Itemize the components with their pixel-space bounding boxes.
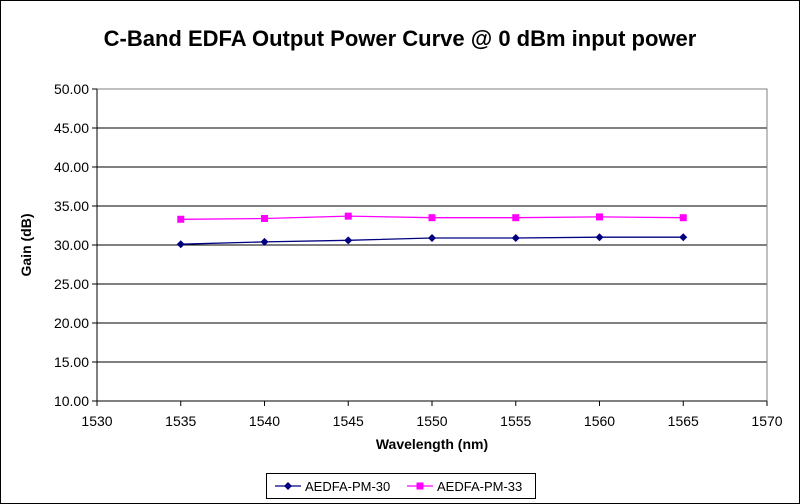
legend-marker-square-icon <box>407 482 433 490</box>
legend-marker-diamond-icon <box>275 482 301 490</box>
y-axis-label: Gain (dB) <box>18 214 34 277</box>
data-point-aedfa-pm-30-1565 <box>679 233 688 242</box>
data-point-aedfa-pm-33-1565 <box>679 214 687 222</box>
y-tick-label-6: 40.00 <box>54 159 89 175</box>
x-axis-label: Wavelength (nm) <box>376 436 488 452</box>
y-tick-label-1: 15.00 <box>54 354 89 370</box>
y-tick-label-2: 20.00 <box>54 315 89 331</box>
y-tick-label-4: 30.00 <box>54 237 89 253</box>
data-point-aedfa-pm-30-1555 <box>511 233 520 242</box>
data-point-aedfa-pm-30-1545 <box>344 236 353 245</box>
x-tick-label-6: 1560 <box>584 413 615 429</box>
legend-label-aedfa-pm-33: AEDFA-PM-33 <box>437 478 523 494</box>
x-tick-label-0: 1530 <box>81 413 112 429</box>
data-point-aedfa-pm-30-1535 <box>176 240 185 249</box>
data-point-aedfa-pm-33-1550 <box>428 214 436 222</box>
y-tick-label-8: 50.00 <box>54 81 89 97</box>
x-tick-label-5: 1555 <box>500 413 531 429</box>
x-tick-label-2: 1540 <box>249 413 280 429</box>
y-tick-label-0: 10.00 <box>54 393 89 409</box>
x-tick-label-8: 1570 <box>751 413 782 429</box>
data-point-aedfa-pm-30-1550 <box>428 233 436 242</box>
x-tick-label-7: 1565 <box>668 413 699 429</box>
chart-legend: AEDFA-PM-30 AEDFA-PM-33 <box>266 473 536 499</box>
y-tick-label-7: 45.00 <box>54 120 89 136</box>
y-tick-label-5: 35.00 <box>54 198 89 214</box>
x-tick-label-3: 1545 <box>333 413 364 429</box>
legend-item-aedfa-pm-30: AEDFA-PM-30 <box>275 478 390 494</box>
data-point-aedfa-pm-30-1560 <box>595 233 604 242</box>
legend-label-aedfa-pm-30: AEDFA-PM-30 <box>305 478 391 494</box>
data-point-aedfa-pm-33-1535 <box>177 215 185 223</box>
data-point-aedfa-pm-33-1540 <box>261 214 268 222</box>
x-tick-label-1: 1535 <box>165 413 196 429</box>
data-point-aedfa-pm-30-1540 <box>260 237 269 246</box>
x-tick-label-4: 1550 <box>416 413 447 429</box>
data-point-aedfa-pm-33-1555 <box>512 214 520 222</box>
data-point-aedfa-pm-33-1560 <box>596 213 603 221</box>
legend-item-aedfa-pm-33: AEDFA-PM-33 <box>407 478 522 494</box>
data-point-aedfa-pm-33-1545 <box>344 212 352 220</box>
chart-title: C-Band EDFA Output Power Curve @ 0 dBm i… <box>103 26 697 51</box>
y-tick-label-3: 25.00 <box>54 276 89 292</box>
